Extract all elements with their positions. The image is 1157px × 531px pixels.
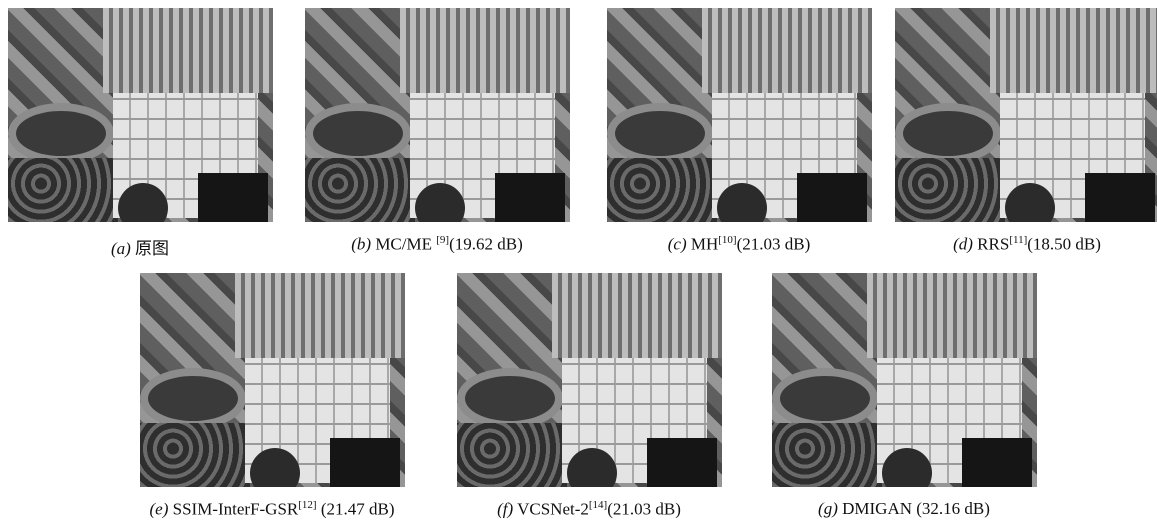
image-detail (867, 273, 1037, 358)
image-detail (607, 103, 713, 164)
caption-psnr: (18.50 dB) (1027, 235, 1101, 254)
caption-reference: [11] (1009, 234, 1027, 246)
image-detail (235, 273, 405, 358)
caption: (a) 原图 (111, 234, 169, 259)
caption-reference: [9] (436, 234, 449, 246)
image-detail (772, 423, 882, 487)
image-detail (895, 103, 1001, 164)
caption-psnr: (21.03 dB) (607, 500, 681, 519)
image-detail (400, 8, 570, 93)
panel-image (305, 8, 570, 222)
caption: (c) MH[10](21.03 dB) (668, 234, 811, 255)
panel-image (140, 273, 405, 487)
image-detail (895, 158, 1005, 222)
caption: (g) DMIGAN (32.16 dB) (818, 499, 990, 519)
panel-image (772, 273, 1037, 487)
image-detail (198, 173, 268, 222)
caption-method: 原图 (135, 239, 169, 258)
panel-image (607, 8, 872, 222)
caption-letter: (e) (150, 500, 169, 519)
caption-psnr: (21.47 dB) (317, 500, 395, 519)
image-detail (962, 438, 1032, 487)
caption-method: VCSNet-2 (517, 500, 589, 519)
image-detail (305, 158, 415, 222)
caption-psnr: (21.03 dB) (737, 235, 811, 254)
image-detail (8, 103, 114, 164)
image-detail (990, 8, 1157, 93)
image-detail (140, 368, 246, 429)
image-detail (103, 8, 273, 93)
image-detail (457, 423, 567, 487)
figure: (a) 原图(b) MC/ME [9](19.62 dB)(c) MH[10](… (0, 0, 1157, 531)
caption: (d) RRS[11](18.50 dB) (953, 234, 1101, 255)
image-detail (772, 368, 878, 429)
panel-image (457, 273, 722, 487)
caption: (f) VCSNet-2[14](21.03 dB) (497, 499, 681, 520)
caption: (e) SSIM-InterF-GSR[12] (21.47 dB) (150, 499, 395, 520)
caption-method: SSIM-InterF-GSR (173, 500, 299, 519)
caption-letter: (c) (668, 235, 687, 254)
image-detail (607, 158, 717, 222)
caption-psnr: (32.16 dB) (912, 499, 990, 518)
caption-letter: (b) (351, 235, 371, 254)
caption: (b) MC/ME [9](19.62 dB) (351, 234, 523, 255)
image-detail (647, 438, 717, 487)
panel-image (8, 8, 273, 222)
panel-image (895, 8, 1157, 222)
caption-reference: [14] (589, 499, 607, 511)
image-detail (305, 103, 411, 164)
image-detail (457, 368, 563, 429)
image-detail (1085, 173, 1155, 222)
image-detail (140, 423, 250, 487)
caption-method: MC/ME (375, 235, 436, 254)
image-detail (702, 8, 872, 93)
image-detail (552, 273, 722, 358)
caption-psnr: (19.62 dB) (449, 235, 523, 254)
image-detail (330, 438, 400, 487)
caption-letter: (g) (818, 499, 838, 518)
caption-method: RRS (977, 235, 1009, 254)
image-detail (495, 173, 565, 222)
caption-reference: [10] (718, 234, 736, 246)
caption-letter: (a) (111, 239, 131, 258)
image-detail (8, 158, 118, 222)
image-detail (797, 173, 867, 222)
caption-method: DMIGAN (842, 499, 912, 518)
caption-letter: (d) (953, 235, 973, 254)
caption-letter: (f) (497, 500, 513, 519)
caption-method: MH (691, 235, 718, 254)
caption-reference: [12] (298, 499, 316, 511)
